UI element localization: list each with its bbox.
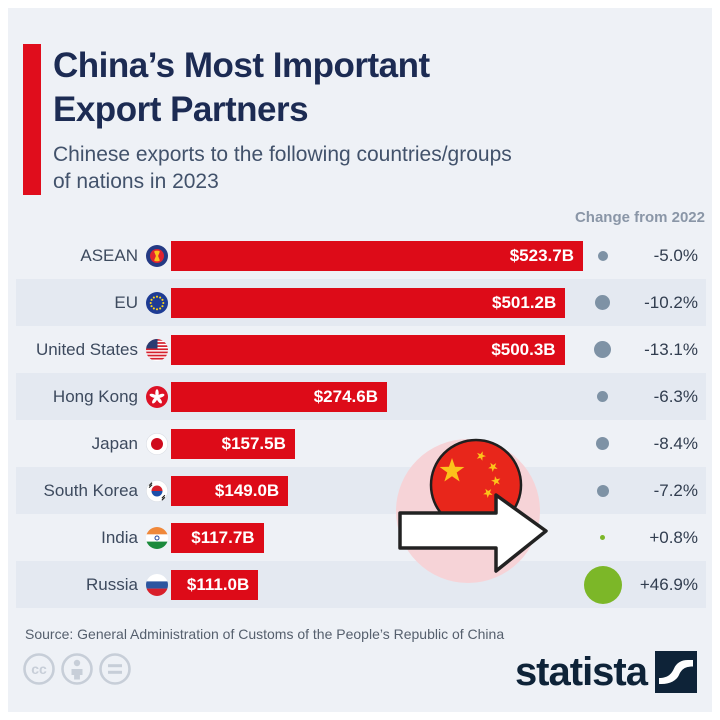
bar-track: $117.7B [171, 522, 583, 553]
bar-chart: ASEAN $523.7B -5.0% EU $501.2B -10.2% United S… [16, 232, 706, 608]
asean-flag-icon [146, 244, 168, 267]
license-icons: cc [22, 652, 132, 686]
change-magnitude-dot [583, 565, 622, 604]
change-dot-box [583, 484, 622, 497]
bar-value-label: $501.2B [492, 292, 557, 312]
kr-flag-icon [146, 479, 168, 502]
change-magnitude-dot [597, 391, 608, 402]
chart-row-eu: EU $501.2B -10.2% [16, 279, 706, 326]
change-magnitude-dot [597, 250, 608, 261]
change-magnitude-dot [596, 437, 609, 450]
category-label: EU [114, 292, 138, 312]
category-label: Japan [91, 433, 138, 453]
statista-logo: statista [515, 650, 697, 694]
category-label: Russia [86, 574, 138, 594]
no-derivatives-icon [99, 653, 131, 685]
creative-commons-icon: cc [23, 653, 55, 685]
export-value-bar: $501.2B [171, 287, 566, 318]
change-percent-label: -13.1% [644, 339, 698, 359]
bar-value-label: $157.5B [221, 433, 286, 453]
change-dot-box [583, 250, 622, 261]
change-percent-label: -7.2% [653, 480, 698, 500]
change-percent-label: +0.8% [649, 527, 698, 547]
statista-wordmark: statista [514, 650, 648, 694]
bar-value-label: $117.7B [191, 527, 255, 547]
change-column-header: Change from 2022 [574, 209, 705, 226]
category-label: United States [35, 339, 138, 359]
export-value-bar: $149.0B [171, 475, 289, 506]
bar-track: $523.7B [171, 240, 583, 271]
chart-row-ru: Russia $111.0B +46.9% [16, 561, 706, 608]
category-label: South Korea [43, 480, 138, 500]
us-flag-icon [146, 338, 168, 361]
bar-value-label: $523.7B [509, 245, 574, 265]
title-accent-bar [23, 44, 41, 195]
bar-value-label: $500.3B [491, 339, 556, 359]
chart-row-hk: Hong Kong $274.6B -6.3% [16, 373, 706, 420]
bar-value-label: $274.6B [313, 386, 378, 406]
change-magnitude-dot [596, 484, 609, 497]
change-dot-box [583, 437, 622, 450]
ru-flag-icon [146, 573, 168, 596]
change-dot-box [583, 295, 622, 310]
source-note: Source: General Administration of Custom… [25, 626, 505, 642]
chart-row-in: India $117.7B +0.8% [16, 514, 706, 561]
statista-logo-mark [655, 651, 697, 693]
bar-track: $157.5B [171, 428, 583, 459]
change-dot-box [583, 535, 622, 540]
title-line-1: China’s Most Important [53, 46, 430, 85]
eu-flag-icon [146, 291, 168, 314]
export-value-bar: $500.3B [171, 334, 565, 365]
footer: cc statista [8, 650, 712, 698]
infographic-canvas: China’s Most Important Export Partners C… [8, 8, 712, 712]
bar-track: $274.6B [171, 381, 583, 412]
in-flag-icon [146, 526, 168, 549]
page-title: China’s Most Important Export Partners [53, 44, 512, 132]
bar-value-label: $149.0B [214, 480, 280, 500]
category-label: ASEAN [80, 245, 138, 265]
change-dot-box [583, 391, 622, 402]
subtitle: Chinese exports to the following countri… [53, 141, 512, 195]
bar-track: $111.0B [171, 569, 583, 600]
change-magnitude-dot [594, 341, 611, 358]
bar-value-label: $111.0B [186, 574, 250, 594]
chart-row-asean: ASEAN $523.7B -5.0% [16, 232, 706, 279]
hk-flag-icon [146, 385, 168, 408]
bar-track: $501.2B [171, 287, 583, 318]
export-value-bar: $523.7B [171, 240, 583, 271]
category-label: Hong Kong [52, 386, 138, 406]
change-dot-box [583, 341, 622, 358]
bar-track: $149.0B [171, 475, 583, 506]
title-line-2: Export Partners [53, 90, 309, 129]
category-label: India [101, 527, 138, 547]
change-percent-label: -8.4% [653, 433, 698, 453]
subtitle-line-2: of nations in 2023 [53, 170, 219, 193]
change-magnitude-dot [600, 535, 605, 540]
export-value-bar: $274.6B [171, 381, 387, 412]
change-percent-label: -5.0% [653, 245, 698, 265]
export-value-bar: $157.5B [171, 428, 295, 459]
change-dot-box [583, 565, 622, 604]
export-value-bar: $117.7B [171, 522, 264, 553]
chart-row-us: United States $500.3B -13.1% [16, 326, 706, 373]
change-percent-label: -10.2% [644, 292, 698, 312]
jp-flag-icon [146, 432, 168, 455]
attribution-icon [61, 653, 93, 685]
change-percent-label: -6.3% [653, 386, 698, 406]
subtitle-line-1: Chinese exports to the following countri… [53, 143, 512, 166]
header: China’s Most Important Export Partners C… [23, 44, 712, 195]
bar-track: $500.3B [171, 334, 583, 365]
change-percent-label: +46.9% [639, 574, 698, 594]
svg-text:cc: cc [31, 661, 47, 677]
export-value-bar: $111.0B [171, 569, 259, 600]
chart-row-jp: Japan $157.5B -8.4% [16, 420, 706, 467]
chart-row-kr: South Korea $149.0B -7.2% [16, 467, 706, 514]
change-magnitude-dot [595, 295, 610, 310]
